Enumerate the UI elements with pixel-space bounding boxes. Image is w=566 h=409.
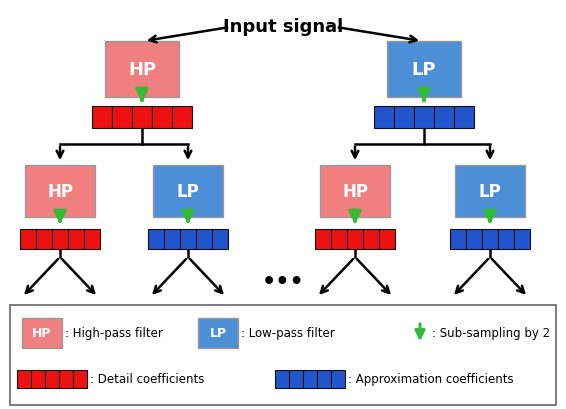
Text: LP: LP	[177, 182, 199, 200]
Bar	[379, 229, 395, 249]
Bar	[196, 229, 212, 249]
Bar	[73, 370, 87, 388]
Bar	[84, 229, 100, 249]
Bar	[164, 229, 180, 249]
Bar	[331, 370, 345, 388]
Text: LP: LP	[411, 61, 436, 79]
Bar	[450, 229, 466, 249]
Bar	[152, 107, 172, 129]
Bar	[317, 370, 331, 388]
Bar	[112, 107, 132, 129]
Bar	[374, 107, 394, 129]
Bar	[315, 229, 331, 249]
FancyBboxPatch shape	[387, 42, 461, 98]
FancyBboxPatch shape	[25, 166, 95, 218]
Bar	[17, 370, 31, 388]
Bar	[59, 370, 73, 388]
Bar	[454, 107, 474, 129]
FancyBboxPatch shape	[198, 318, 238, 348]
FancyBboxPatch shape	[22, 318, 62, 348]
Bar	[212, 229, 228, 249]
Text: : Low-pass filter: : Low-pass filter	[241, 327, 335, 339]
Text: •••: •••	[261, 271, 305, 291]
Text: HP: HP	[32, 327, 52, 339]
Bar	[275, 370, 289, 388]
Bar	[172, 107, 192, 129]
Text: LP: LP	[479, 182, 501, 200]
Text: LP: LP	[209, 327, 226, 339]
Bar	[148, 229, 164, 249]
Bar	[92, 107, 112, 129]
Text: : Sub-sampling by 2: : Sub-sampling by 2	[432, 327, 550, 339]
Bar	[180, 229, 196, 249]
Text: : Detail coefficients: : Detail coefficients	[90, 373, 204, 386]
Bar	[36, 229, 52, 249]
FancyBboxPatch shape	[320, 166, 390, 218]
Bar	[363, 229, 379, 249]
Bar	[303, 370, 317, 388]
Bar	[466, 229, 482, 249]
Text: Input signal: Input signal	[223, 18, 343, 36]
FancyBboxPatch shape	[105, 42, 179, 98]
FancyBboxPatch shape	[455, 166, 525, 218]
Text: : High-pass filter: : High-pass filter	[65, 327, 163, 339]
Bar	[394, 107, 414, 129]
Bar	[498, 229, 514, 249]
Bar	[482, 229, 498, 249]
Text: HP: HP	[128, 61, 156, 79]
Text: : Approximation coefficients: : Approximation coefficients	[348, 373, 513, 386]
Bar	[347, 229, 363, 249]
Bar	[132, 107, 152, 129]
FancyBboxPatch shape	[153, 166, 223, 218]
Bar	[68, 229, 84, 249]
Bar	[31, 370, 45, 388]
Bar	[45, 370, 59, 388]
Text: HP: HP	[342, 182, 368, 200]
Text: HP: HP	[47, 182, 73, 200]
Bar	[414, 107, 434, 129]
Bar	[52, 229, 68, 249]
Bar	[331, 229, 347, 249]
Bar	[20, 229, 36, 249]
Bar	[10, 305, 556, 405]
Bar	[289, 370, 303, 388]
Bar	[514, 229, 530, 249]
Bar	[434, 107, 454, 129]
